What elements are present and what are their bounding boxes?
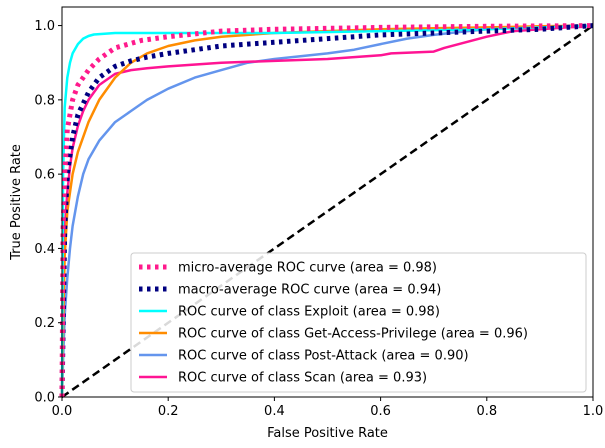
roc-series-line-4 <box>60 24 594 398</box>
legend-entry-label: ROC curve of class Exploit (area = 0.98) <box>178 305 440 320</box>
roc-series-line-2 <box>60 24 594 398</box>
roc-series-line-5 <box>60 24 594 398</box>
legend-entry-label: ROC curve of class Post-Attack (area = 0… <box>178 349 469 364</box>
plot-area <box>59 23 594 399</box>
legend: micro-average ROC curve (area = 0.98) mac… <box>130 252 587 393</box>
x-axis-label: False Positive Rate <box>267 426 388 441</box>
legend-entry-label: ROC curve of class Scan (area = 0.93) <box>178 371 427 386</box>
x-tick-label: 1.0 <box>583 404 604 419</box>
x-tick-label: 0.2 <box>158 404 179 419</box>
y-tick-label: 0.4 <box>34 242 55 257</box>
legend-entry-label: macro-average ROC curve (area = 0.94) <box>178 283 441 298</box>
x-tick-label: 0.0 <box>52 404 73 419</box>
y-tick-label: 0.8 <box>34 93 55 108</box>
y-tick-label: 0.0 <box>34 391 55 406</box>
y-axis: 0.0 0.2 0.4 0.6 0.8 1.0 <box>34 19 62 406</box>
y-tick-label: 1.0 <box>34 19 55 34</box>
legend-entry-label: ROC curve of class Get-Access-Privilege … <box>178 327 528 342</box>
legend-box <box>130 252 587 393</box>
roc-series-line-3 <box>60 24 594 398</box>
y-axis-label: True Positive Rate <box>9 144 24 261</box>
x-tick-label: 0.4 <box>264 404 285 419</box>
y-tick-label: 0.2 <box>34 316 55 331</box>
x-tick-label: 0.6 <box>370 404 391 419</box>
plot-frame <box>61 6 594 398</box>
x-axis: 0.0 0.2 0.4 0.6 0.8 1.0 <box>52 397 604 419</box>
x-tick-label: 0.8 <box>476 404 497 419</box>
legend-entry-label: micro-average ROC curve (area = 0.98) <box>178 261 437 276</box>
y-tick-label: 0.6 <box>34 168 55 183</box>
